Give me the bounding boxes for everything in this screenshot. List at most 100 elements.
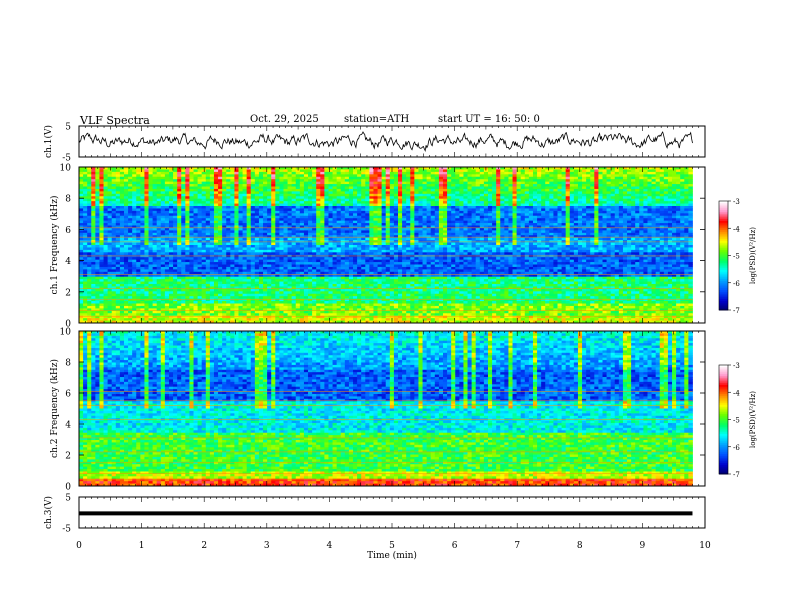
- heatmap-cell: [181, 271, 186, 275]
- heatmap-cell: [324, 208, 329, 212]
- heatmap-cell: [361, 232, 366, 236]
- heatmap-cell: [156, 318, 162, 321]
- heatmap-cell: [87, 262, 92, 265]
- heatmap-cell: [119, 252, 125, 256]
- heatmap-cell: [213, 242, 219, 246]
- heatmap-cell: [267, 186, 272, 190]
- heatmap-cell: [246, 315, 252, 319]
- heatmap-cell: [295, 291, 301, 295]
- heatmap-cell: [291, 247, 297, 251]
- heatmap-cell: [357, 284, 362, 287]
- heatmap-cell: [173, 284, 178, 287]
- heatmap-cell: [299, 181, 305, 185]
- heatmap-cell: [258, 218, 264, 222]
- heatmap-cell: [279, 276, 284, 280]
- heatmap-cell: [123, 225, 129, 229]
- heatmap-cell: [136, 320, 141, 324]
- heatmap-cell: [197, 249, 203, 253]
- heatmap-cell: [201, 218, 207, 222]
- heatmap-cell: [79, 310, 84, 314]
- heatmap-cell: [160, 257, 166, 261]
- heatmap-cell: [344, 203, 350, 207]
- heatmap-cell: [173, 215, 178, 219]
- heatmap-cell: [332, 284, 338, 287]
- heatmap-cell: [189, 271, 194, 275]
- heatmap-cell: [328, 284, 333, 287]
- heatmap-cell: [340, 215, 346, 219]
- heatmap-cell: [222, 225, 227, 229]
- heatmap-cell: [340, 298, 346, 302]
- heatmap-cell: [299, 269, 305, 273]
- heatmap-cell: [258, 274, 264, 278]
- heatmap-cell: [115, 220, 121, 224]
- heatmap-cell: [254, 206, 260, 209]
- heatmap-cell: [365, 288, 370, 292]
- heatmap-cell: [250, 262, 256, 265]
- heatmap-cell: [336, 293, 342, 297]
- heatmap-cell: [377, 198, 383, 202]
- heatmap-cell: [193, 301, 199, 304]
- heatmap-cell: [263, 303, 268, 307]
- heatmap-cell: [79, 169, 84, 173]
- heatmap-cell: [246, 201, 252, 204]
- heatmap-cell: [336, 301, 342, 304]
- heatmap-cell: [107, 296, 113, 300]
- heatmap-cell: [250, 193, 256, 197]
- heatmap-cell: [308, 301, 313, 304]
- heatmap-cell: [369, 174, 374, 178]
- heatmap-cell: [173, 196, 178, 200]
- heatmap-cell: [238, 308, 243, 312]
- heatmap-cell: [173, 225, 178, 229]
- heatmap-cell: [316, 179, 321, 183]
- heatmap-cell: [156, 301, 162, 304]
- heatmap-cell: [373, 274, 378, 278]
- heatmap-cell: [316, 188, 321, 192]
- heatmap-cell: [324, 188, 329, 192]
- heatmap-cell: [230, 193, 235, 197]
- heatmap-cell: [79, 249, 84, 253]
- heatmap-cell: [381, 274, 387, 278]
- heatmap-cell: [99, 249, 104, 253]
- heatmap-cell: [250, 167, 256, 170]
- heatmap-cell: [156, 227, 162, 231]
- heatmap-cell: [246, 206, 252, 209]
- heatmap-cell: [91, 167, 96, 170]
- heatmap-cell: [242, 208, 248, 212]
- heatmap-cell: [279, 184, 284, 187]
- heatmap-cell: [79, 318, 84, 321]
- heatmap-cell: [136, 198, 141, 202]
- heatmap-cell: [369, 191, 374, 195]
- heatmap-cell: [254, 167, 260, 170]
- heatmap-cell: [365, 284, 370, 287]
- heatmap-cell: [246, 308, 252, 312]
- heatmap-cell: [164, 174, 170, 178]
- heatmap-cell: [123, 167, 129, 170]
- heatmap-cell: [164, 305, 170, 309]
- heatmap-cell: [369, 167, 374, 170]
- heatmap-cell: [340, 262, 346, 265]
- heatmap-cell: [160, 188, 166, 192]
- heatmap-cell: [160, 198, 166, 202]
- heatmap-cell: [234, 227, 239, 231]
- heatmap-cell: [344, 308, 350, 312]
- heatmap-cell: [353, 210, 358, 214]
- heatmap-cell: [197, 245, 203, 248]
- heatmap-cell: [365, 315, 370, 319]
- heatmap-cell: [365, 213, 370, 217]
- heatmap-cell: [324, 191, 329, 195]
- heatmap-cell: [320, 220, 325, 224]
- heatmap-cell: [193, 232, 199, 236]
- heatmap-cell: [173, 318, 178, 321]
- heatmap-cell: [348, 288, 354, 292]
- heatmap-cell: [357, 315, 362, 319]
- heatmap-cell: [222, 240, 227, 243]
- heatmap-cell: [234, 196, 239, 200]
- heatmap-cell: [303, 184, 309, 187]
- heatmap-cell: [111, 230, 117, 234]
- heatmap-cell: [250, 181, 256, 185]
- heatmap-cell: [156, 193, 162, 197]
- heatmap-cell: [353, 171, 358, 175]
- heatmap-cell: [111, 176, 117, 180]
- heatmap-cell: [99, 259, 104, 263]
- heatmap-cell: [287, 225, 293, 229]
